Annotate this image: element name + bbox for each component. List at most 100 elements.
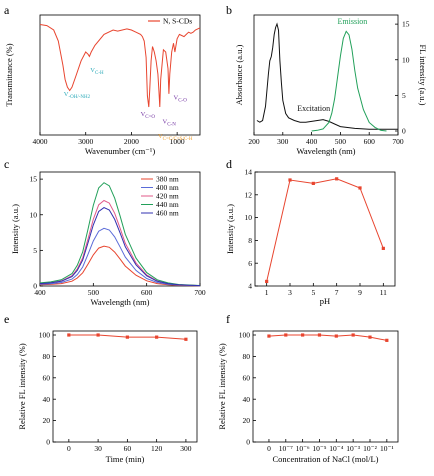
y-axis-label: Intensity (a.u.) — [10, 204, 20, 254]
legend-label: N, S-CDs — [163, 17, 192, 26]
y2-tick-label: 15 — [402, 20, 410, 29]
time-stability-point — [155, 335, 159, 339]
panel-label-f: f — [226, 312, 230, 326]
band-annotation: VC-H — [90, 67, 104, 76]
x-tick-label: 400 — [34, 288, 46, 297]
salt-stability-point — [301, 333, 305, 337]
ftir-line — [39, 24, 201, 108]
y2-tick-label: 0 — [402, 127, 406, 136]
y-tick-label: 4 — [248, 282, 252, 291]
panel-label-e: e — [4, 312, 9, 326]
salt-stability-point — [351, 333, 355, 337]
x-tick-label: 10⁻² — [363, 444, 377, 453]
band-annotation-subscript: C-H — [95, 71, 104, 76]
x-tick-label: 200 — [248, 137, 260, 146]
x-tick-label: 4000 — [33, 137, 48, 146]
ph-line — [266, 178, 384, 282]
x-tick-label: 10⁻¹ — [380, 444, 394, 453]
panel-a-frame — [39, 14, 201, 136]
x-tick-label: 0 — [67, 444, 71, 453]
x-tick-label: 7 — [335, 288, 339, 297]
y-tick-label: 80 — [243, 352, 251, 361]
band-annotation: VC-O — [173, 94, 187, 103]
y-tick-label: 20 — [243, 416, 251, 425]
emission-line — [311, 30, 387, 132]
panel-label-c: c — [4, 157, 9, 171]
y2-tick-label: 10 — [402, 55, 410, 64]
y-tick-label: 60 — [43, 373, 51, 382]
legend-label: 380 nm — [156, 174, 179, 183]
emission-series-line — [39, 227, 201, 287]
panel-b-frame — [253, 14, 399, 136]
emission-series-line — [39, 245, 201, 287]
panel-label-b: b — [226, 3, 232, 17]
salt-stability-point — [368, 335, 372, 339]
x-tick-label: 10⁻³ — [346, 444, 360, 453]
panel-label-a: a — [4, 3, 10, 17]
panel-f-frame — [252, 330, 399, 443]
curve-annotation: Emission — [338, 17, 368, 26]
ph-point — [358, 186, 362, 190]
x-tick-label: 1 — [265, 288, 269, 297]
time-stability-point — [184, 337, 188, 341]
band-annotation: VC=C/C=S/C-H — [158, 133, 193, 142]
y-tick-label: 0 — [46, 438, 50, 447]
x-tick-label: 2000 — [124, 137, 139, 146]
x-axis-label: pH — [320, 296, 330, 306]
time-stability-point — [96, 333, 100, 337]
panel-label-d: d — [226, 157, 232, 171]
x-tick-label: 9 — [358, 288, 362, 297]
y-tick-label: 6 — [248, 259, 252, 268]
y-tick-label: 0 — [246, 438, 250, 447]
y-tick-label: 100 — [239, 331, 251, 340]
ph-point — [265, 279, 269, 284]
x-tick-label: 400 — [306, 137, 318, 146]
y-tick-label: 5 — [33, 246, 37, 255]
x-tick-label: 700 — [194, 288, 206, 297]
x-axis-label: Concentration of NaCl (mol/L) — [273, 454, 379, 464]
x-tick-label: 3 — [288, 288, 292, 297]
x-tick-label: 500 — [335, 137, 347, 146]
ph-point — [288, 178, 292, 182]
x-axis-label: Wavelength (nm) — [296, 146, 355, 156]
x-tick-label: 500 — [88, 288, 100, 297]
y-tick-label: 60 — [243, 373, 251, 382]
ph-point — [335, 177, 339, 181]
x-tick-label: 10⁻⁶ — [296, 444, 310, 453]
salt-stability-point — [267, 334, 271, 338]
x-tick-label: 11 — [380, 288, 387, 297]
band-annotation-subscript: C=C/C=S/C-H — [163, 137, 193, 142]
legend-label: 420 nm — [156, 191, 179, 200]
y-tick-label: 8 — [248, 236, 252, 245]
curve-annotation: Excitation — [297, 104, 330, 113]
y-axis-label: Absorbance (a.u.) — [234, 45, 244, 106]
x-axis-label: Wavelength (nm) — [90, 297, 149, 307]
legend-label: 400 nm — [156, 183, 179, 192]
x-tick-label: 10⁻⁷ — [279, 444, 293, 453]
x-tick-label: 3000 — [78, 137, 93, 146]
band-annotation-subscript: -OH/-NH2 — [68, 95, 90, 100]
ph-point — [381, 246, 385, 250]
panel-d-frame — [254, 171, 396, 287]
x-tick-label: 5 — [311, 288, 315, 297]
x-tick-label: 1000 — [170, 137, 185, 146]
y2-axis-label: FL intensity (a.u.) — [418, 44, 428, 105]
x-tick-label: 300 — [277, 137, 289, 146]
y2-tick-label: 5 — [402, 91, 406, 100]
legend-label: 460 nm — [156, 208, 179, 217]
x-tick-label: 120 — [151, 444, 163, 453]
x-tick-label: 0 — [267, 444, 271, 453]
band-annotation-subscript: C-N — [167, 123, 176, 128]
y-tick-label: 80 — [43, 352, 51, 361]
y-tick-label: 15 — [30, 175, 38, 184]
y-tick-label: 10 — [30, 210, 38, 219]
x-axis-label: Time (min) — [106, 454, 145, 464]
ph-point — [311, 181, 315, 185]
y-tick-label: 100 — [39, 331, 51, 340]
x-tick-label: 600 — [364, 137, 376, 146]
y-tick-label: 40 — [43, 395, 51, 404]
band-annotation-subscript: C-O — [178, 98, 187, 103]
salt-stability-point — [385, 338, 389, 342]
band-annotation: VC-N — [163, 119, 177, 128]
